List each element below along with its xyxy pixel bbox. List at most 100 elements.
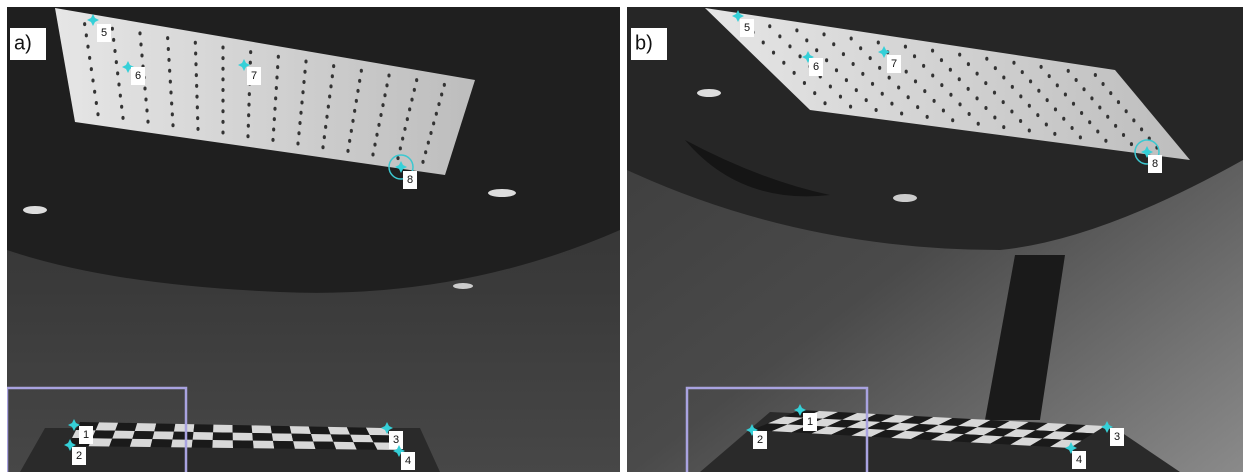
dot	[958, 77, 961, 81]
dot	[861, 72, 864, 76]
dot	[852, 62, 855, 66]
dot	[875, 108, 878, 112]
dot	[949, 93, 952, 97]
dot	[351, 119, 354, 123]
dot	[408, 107, 411, 111]
dot	[926, 115, 929, 119]
dot	[143, 87, 146, 91]
dot	[878, 66, 881, 70]
dot	[195, 95, 198, 99]
check-cell	[130, 439, 153, 447]
dot	[221, 45, 224, 49]
dot	[296, 142, 299, 146]
dot	[968, 112, 971, 116]
check-cell	[171, 439, 193, 447]
dot	[375, 133, 378, 137]
dot	[1101, 82, 1104, 86]
dot	[1109, 91, 1112, 95]
dot	[1064, 93, 1067, 97]
dot	[432, 121, 435, 125]
dot	[138, 31, 141, 35]
dot	[170, 101, 173, 105]
check-cell	[233, 425, 253, 433]
dot	[850, 36, 853, 40]
dot	[221, 109, 224, 113]
dot	[1130, 142, 1133, 146]
dot	[975, 96, 978, 100]
dot	[977, 122, 980, 126]
marker-spot	[697, 89, 721, 97]
dot	[1002, 76, 1005, 80]
point-label: 6	[813, 61, 819, 73]
dot	[839, 95, 842, 99]
check-cell	[233, 433, 253, 441]
point-label: 7	[891, 58, 897, 70]
point-label: 3	[1114, 431, 1120, 443]
dot	[829, 85, 832, 89]
check-cell	[252, 425, 272, 433]
dot	[1010, 110, 1013, 114]
dot	[993, 116, 996, 120]
check-cell	[132, 431, 154, 439]
dot	[117, 82, 120, 86]
dot	[248, 92, 251, 96]
dot	[396, 156, 399, 160]
dot	[1098, 106, 1101, 110]
check-cell	[350, 435, 373, 443]
dot	[942, 109, 945, 113]
dot	[273, 107, 276, 111]
dot	[1021, 70, 1024, 74]
dot	[321, 145, 324, 149]
dot	[424, 150, 427, 154]
dot	[931, 49, 934, 53]
dot	[1056, 83, 1059, 87]
dot	[958, 102, 961, 106]
dot	[111, 27, 114, 31]
dot	[299, 111, 302, 115]
dot	[881, 92, 884, 96]
dot	[1028, 129, 1031, 133]
dot	[139, 42, 142, 46]
point-label: 4	[405, 455, 411, 467]
dot	[1011, 85, 1014, 89]
dot	[249, 50, 252, 54]
dot	[940, 58, 943, 62]
point-label: 6	[135, 70, 141, 82]
dot	[1048, 74, 1051, 78]
dot	[1140, 127, 1143, 131]
dot	[275, 86, 278, 90]
dot	[1045, 123, 1048, 127]
dot	[855, 88, 858, 92]
dot	[385, 83, 388, 87]
dot	[221, 120, 224, 124]
point-label: 8	[1152, 158, 1158, 170]
check-cell	[293, 441, 315, 449]
dot	[169, 80, 172, 84]
check-cell	[347, 427, 370, 435]
dot	[406, 117, 409, 121]
dot	[247, 113, 250, 117]
check-cell	[353, 442, 377, 450]
dot	[249, 61, 252, 65]
dot	[401, 137, 404, 141]
check-cell	[212, 440, 233, 448]
dot	[116, 71, 119, 75]
dot	[788, 44, 791, 48]
check-cell	[112, 431, 135, 439]
dot	[815, 48, 818, 52]
dot	[782, 61, 785, 65]
dot	[1028, 104, 1031, 108]
dot	[95, 101, 98, 105]
marker-spot	[488, 189, 516, 197]
check-cell	[92, 430, 115, 438]
dot	[353, 109, 356, 113]
dot	[984, 81, 987, 85]
dot	[778, 34, 781, 38]
dot	[1054, 107, 1057, 111]
point-label: 1	[807, 416, 813, 428]
dot	[304, 59, 307, 63]
dot	[1067, 69, 1070, 73]
dot	[984, 106, 987, 110]
dot	[145, 109, 148, 113]
point-label: 2	[76, 450, 82, 462]
